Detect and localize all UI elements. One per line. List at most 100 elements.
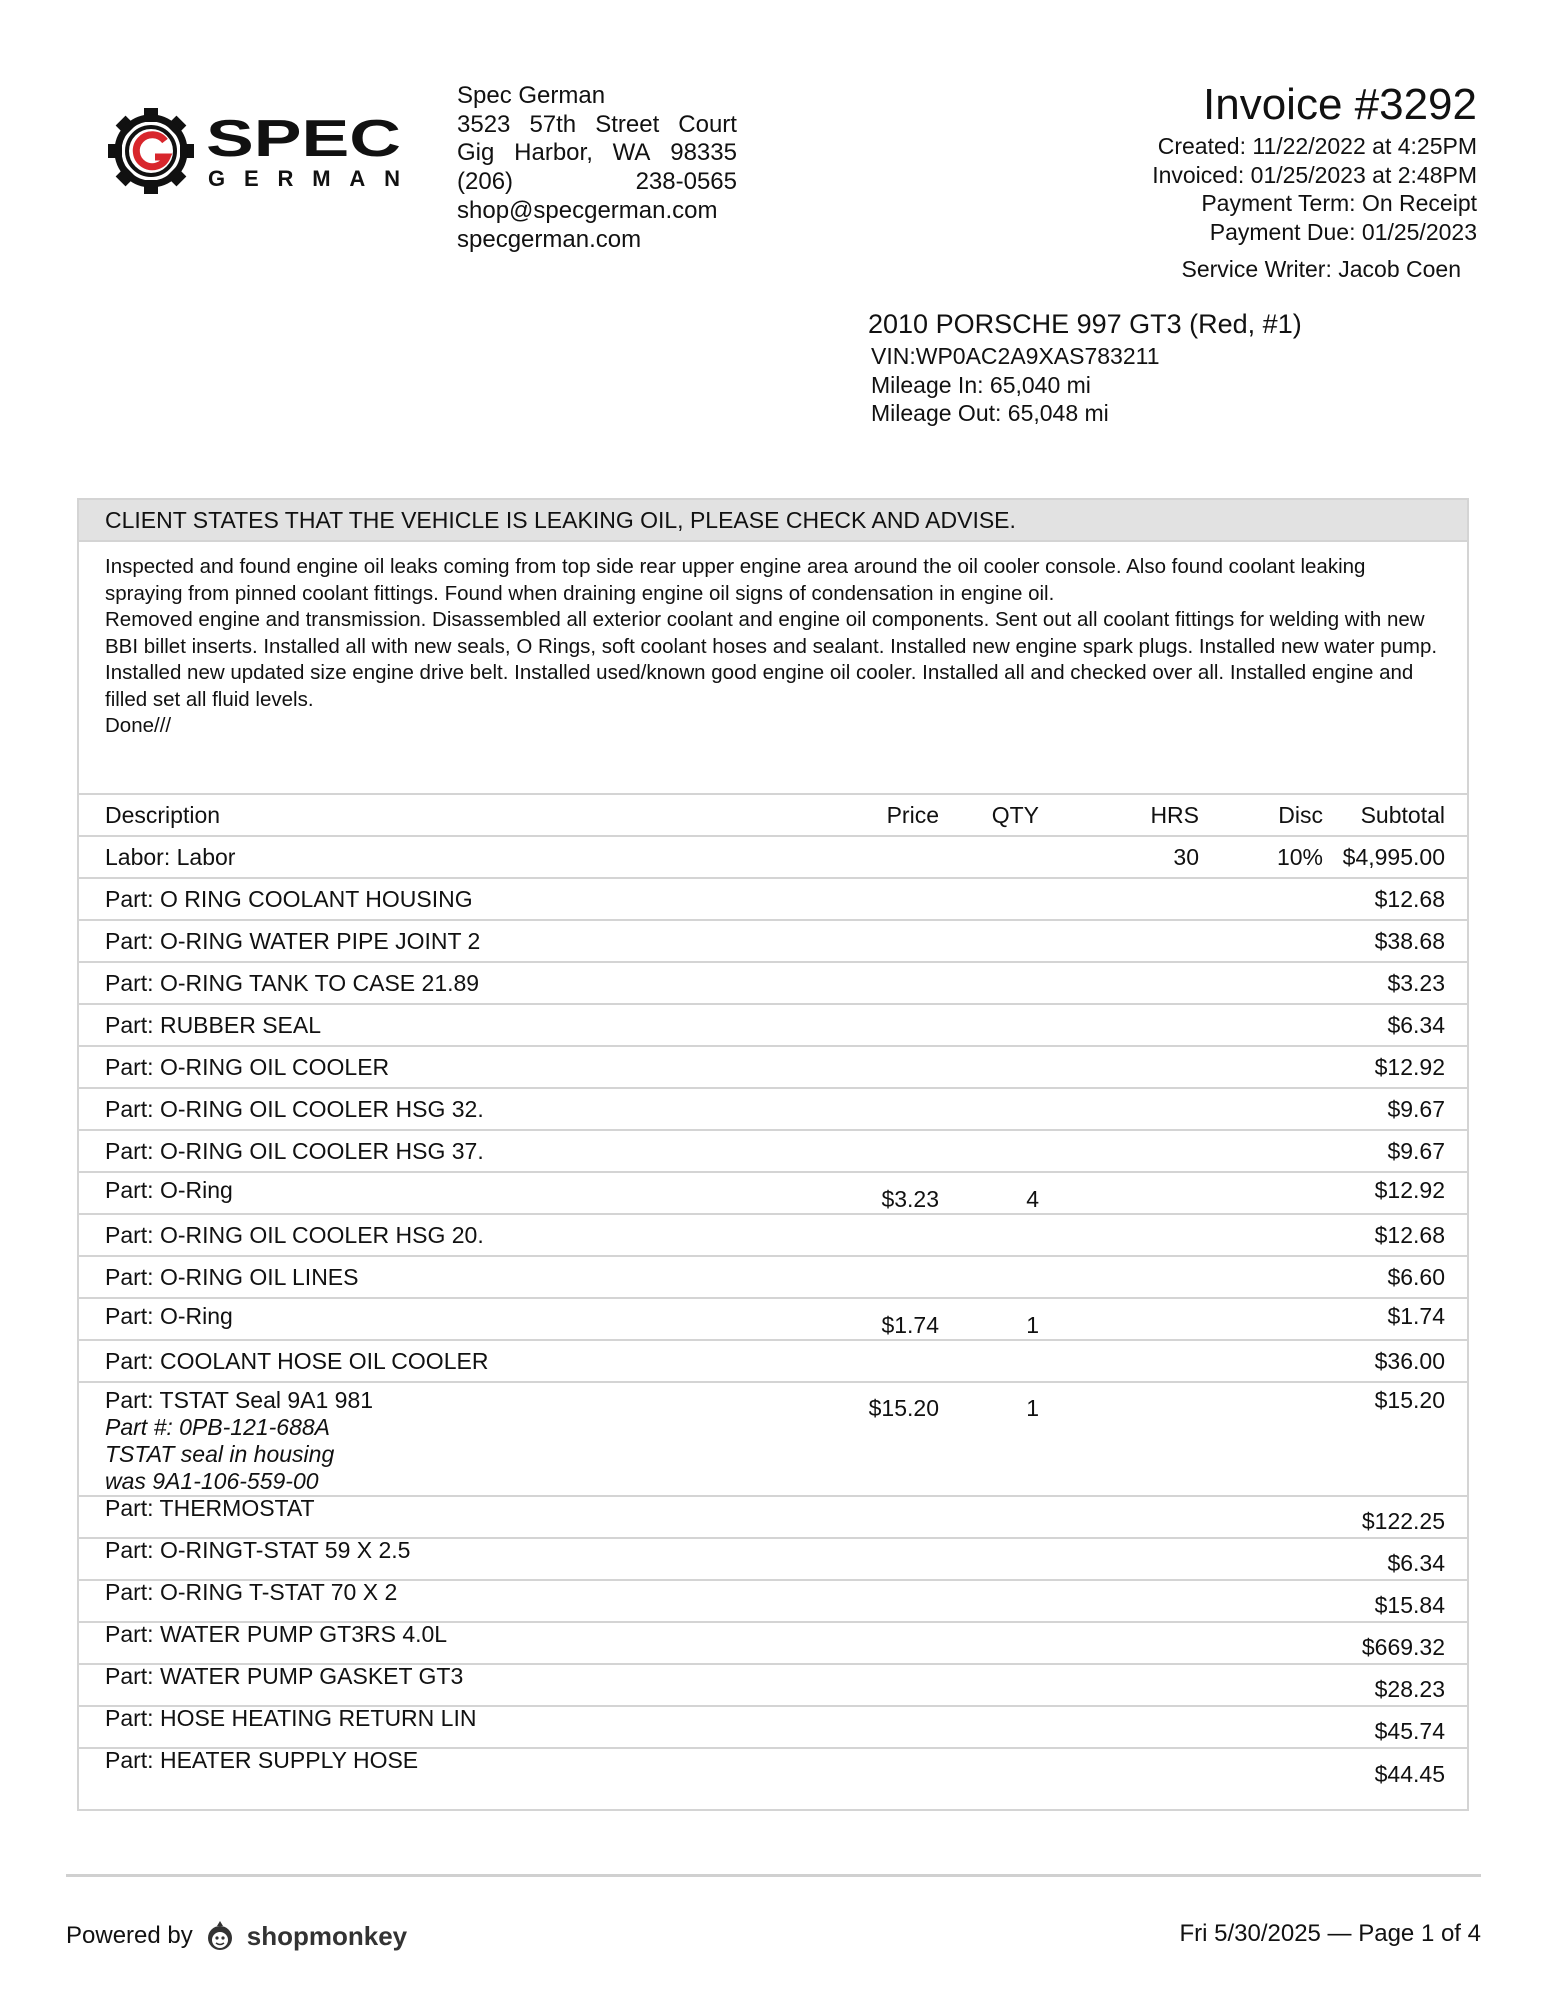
page-info: Fri 5/30/2025 — Page 1 of 4 xyxy=(1179,1920,1481,1947)
col-price: Price xyxy=(819,793,939,836)
qty-cell xyxy=(939,961,1069,1004)
svg-text:SPEC: SPEC xyxy=(206,110,401,168)
description-cell: Part: O-RINGT-STAT 59 X 2.5 xyxy=(79,1537,819,1580)
col-qty: QTY xyxy=(939,793,1069,836)
service-box: CLIENT STATES THAT THE VEHICLE IS LEAKIN… xyxy=(77,498,1469,1811)
qty-cell xyxy=(939,1747,1069,1790)
qty-cell xyxy=(939,1663,1069,1706)
hrs-cell xyxy=(1069,1579,1199,1622)
table-row: Part: O-RING OIL COOLER HSG 37. $9.67 xyxy=(79,1129,1467,1172)
description-cell: Part: O-RING WATER PIPE JOINT 2 xyxy=(79,919,819,962)
qty-cell xyxy=(939,835,1069,878)
qty-cell xyxy=(939,1003,1069,1046)
qty-cell: 4 xyxy=(939,1171,1069,1214)
description-cell: Part: WATER PUMP GASKET GT3 xyxy=(79,1663,819,1706)
price-cell xyxy=(819,1255,939,1298)
price-cell xyxy=(819,1537,939,1580)
description-cell: Part: COOLANT HOSE OIL COOLER xyxy=(79,1339,819,1382)
table-row: Part: O-Ring $3.23 4 $12.92 xyxy=(79,1171,1467,1214)
qty-cell xyxy=(939,1621,1069,1664)
part-note: TSTAT seal in housing xyxy=(105,1441,335,1467)
subtotal-cell: $1.74 xyxy=(1323,1297,1467,1340)
table-row: Labor: Labor 30 10% $4,995.00 xyxy=(79,835,1467,878)
subtotal-cell: $4,995.00 xyxy=(1323,835,1467,878)
qty-cell xyxy=(939,1339,1069,1382)
qty-cell xyxy=(939,1705,1069,1748)
hrs-cell xyxy=(1069,1255,1199,1298)
subtotal-cell: $12.92 xyxy=(1323,1045,1467,1088)
disc-cell: 10% xyxy=(1199,835,1323,878)
table-row: Part: O-Ring $1.74 1 $1.74 xyxy=(79,1297,1467,1340)
table-row: Part: COOLANT HOSE OIL COOLER $36.00 xyxy=(79,1339,1467,1382)
powered-by-label: Powered by xyxy=(66,1922,193,1949)
shop-city: Gig Harbor, WA 98335 xyxy=(457,139,737,167)
price-cell xyxy=(819,1213,939,1256)
price-cell xyxy=(819,1705,939,1748)
price-cell xyxy=(819,1495,939,1538)
qty-cell xyxy=(939,1045,1069,1088)
disc-cell xyxy=(1199,1621,1323,1664)
subtotal-cell: $15.20 xyxy=(1323,1381,1467,1496)
table-row: Part: WATER PUMP GASKET GT3 $28.23 xyxy=(79,1663,1467,1706)
description-cell: Part: O-Ring xyxy=(79,1297,819,1340)
vehicle-vin: VIN:WP0AC2A9XAS783211 xyxy=(871,343,1160,369)
qty-cell xyxy=(939,877,1069,920)
vehicle-title: 2010 PORSCHE 997 GT3 (Red, #1) xyxy=(868,309,1302,339)
hrs-cell xyxy=(1069,1495,1199,1538)
line-items-table: Description Price QTY HRS Disc Subtotal … xyxy=(79,793,1467,1790)
shop-website: specgerman.com xyxy=(457,225,642,253)
subtotal-cell: $669.32 xyxy=(1323,1621,1467,1664)
table-row: Part: HEATER SUPPLY HOSE $44.45 xyxy=(79,1747,1467,1790)
hrs-cell xyxy=(1069,1537,1199,1580)
description-cell: Part: O RING COOLANT HOUSING xyxy=(79,877,819,920)
description-cell: Part: HOSE HEATING RETURN LIN xyxy=(79,1705,819,1748)
hrs-cell xyxy=(1069,1621,1199,1664)
qty-cell xyxy=(939,1129,1069,1172)
table-row: Part: O-RING T-STAT 70 X 2 $15.84 xyxy=(79,1579,1467,1622)
hrs-cell xyxy=(1069,1705,1199,1748)
subtotal-cell: $12.68 xyxy=(1323,877,1467,920)
shop-street: 3523 57th Street Court xyxy=(457,110,737,138)
disc-cell xyxy=(1199,1381,1323,1496)
qty-cell xyxy=(939,1087,1069,1130)
hrs-cell xyxy=(1069,961,1199,1004)
subtotal-cell: $36.00 xyxy=(1323,1339,1467,1382)
subtotal-cell: $9.67 xyxy=(1323,1087,1467,1130)
table-row: Part: TSTAT Seal 9A1 981 Part #: 0PB-121-… xyxy=(79,1381,1467,1496)
monkey-icon xyxy=(207,1921,232,1950)
powered-by: Powered by shopmonkey xyxy=(66,1920,407,1952)
description-cell: Part: THERMOSTAT xyxy=(79,1495,819,1538)
price-cell xyxy=(819,1339,939,1382)
price-cell: $3.23 xyxy=(819,1171,939,1214)
disc-cell xyxy=(1199,1663,1323,1706)
price-cell: $1.74 xyxy=(819,1297,939,1340)
qty-cell xyxy=(939,1579,1069,1622)
price-cell xyxy=(819,919,939,962)
table-row: Part: O-RING OIL COOLER HSG 20. $12.68 xyxy=(79,1213,1467,1256)
description-cell: Part: O-RING OIL COOLER HSG 20. xyxy=(79,1213,819,1256)
description-cell: Part: O-RING OIL LINES xyxy=(79,1255,819,1298)
table-row: Part: O-RING OIL LINES $6.60 xyxy=(79,1255,1467,1298)
description-cell: Part: O-RING T-STAT 70 X 2 xyxy=(79,1579,819,1622)
description-cell: Part: O-RING OIL COOLER HSG 32. xyxy=(79,1087,819,1130)
price-cell xyxy=(819,1003,939,1046)
hrs-cell xyxy=(1069,1213,1199,1256)
subtotal-cell: $38.68 xyxy=(1323,919,1467,962)
invoiced-date: Invoiced: 01/25/2023 at 2:48PM xyxy=(1152,161,1477,188)
description-cell: Part: O-RING OIL COOLER HSG 37. xyxy=(79,1129,819,1172)
hrs-cell xyxy=(1069,877,1199,920)
disc-cell xyxy=(1199,1171,1323,1214)
col-subtotal: Subtotal xyxy=(1323,793,1467,836)
hrs-cell xyxy=(1069,1003,1199,1046)
price-cell xyxy=(819,1129,939,1172)
mileage-out: Mileage Out: 65,048 mi xyxy=(871,400,1109,427)
disc-cell xyxy=(1199,1495,1323,1538)
subtotal-cell: $28.23 xyxy=(1323,1663,1467,1706)
subtotal-cell: $3.23 xyxy=(1323,961,1467,1004)
price-cell xyxy=(819,1621,939,1664)
description-cell: Part: TSTAT Seal 9A1 981 Part #: 0PB-121-… xyxy=(79,1381,819,1496)
table-row: Part: RUBBER SEAL $6.34 xyxy=(79,1003,1467,1046)
disc-cell xyxy=(1199,1579,1323,1622)
price-cell xyxy=(819,961,939,1004)
hrs-cell xyxy=(1069,1339,1199,1382)
